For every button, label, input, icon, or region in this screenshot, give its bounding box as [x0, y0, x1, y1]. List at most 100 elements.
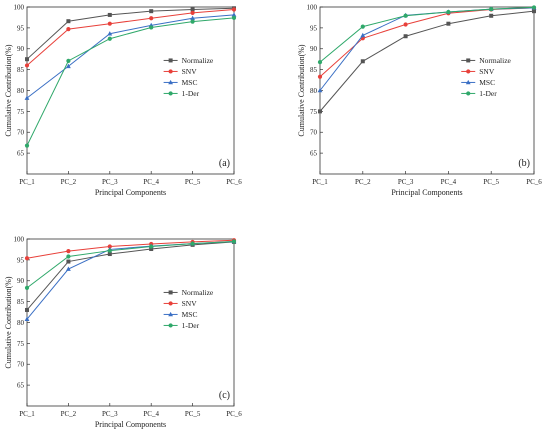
data-point: [489, 13, 494, 18]
x-axis-label: Principal Components: [95, 188, 166, 197]
x-tick-label: PC_1: [312, 178, 328, 186]
data-point: [446, 9, 451, 15]
x-tick-label: PC_6: [226, 410, 242, 418]
x-tick-label: PC_2: [61, 410, 77, 418]
legend-marker: [465, 79, 471, 85]
legend: Normalize SNV MSC 1-Der: [163, 56, 214, 98]
series-line-normalize: [26, 241, 235, 311]
legend-label: MSC: [479, 78, 495, 87]
series-line-1-der: [319, 6, 535, 63]
data-point: [149, 247, 154, 252]
data-point: [24, 256, 30, 261]
series-line-snv: [26, 9, 235, 66]
data-point: [149, 244, 154, 249]
y-axis-label: Cumulative Contribution(%): [4, 44, 13, 137]
data-point: [66, 249, 71, 254]
data-point: [66, 254, 71, 259]
data-point: [190, 19, 195, 24]
legend-marker: [168, 79, 174, 85]
legend-marker: [466, 58, 471, 63]
y-tick-label: 70: [310, 129, 318, 137]
legend-label: SNV: [182, 299, 198, 308]
data-point: [149, 9, 154, 14]
legend-marker: [168, 91, 173, 96]
legend: Normalize SNV MSC 1-Der: [461, 56, 512, 98]
series-line-msc: [26, 14, 235, 99]
y-tick-label: 100: [307, 3, 318, 11]
data-point: [107, 248, 112, 253]
data-point: [24, 316, 30, 321]
x-tick-label: PC_4: [143, 410, 159, 418]
panel-label: (c): [219, 390, 230, 401]
y-tick-label: 85: [17, 298, 25, 306]
series-line-normalize: [319, 10, 535, 112]
y-tick-label: 70: [17, 361, 25, 369]
legend-marker: [168, 311, 174, 317]
x-tick-label: PC_5: [185, 410, 201, 418]
data-point: [66, 58, 71, 63]
legend-label: 1-Der: [479, 89, 497, 98]
x-tick-label: PC_3: [102, 410, 118, 418]
y-tick-label: 95: [17, 256, 25, 264]
chart-panel-b: 65 70 75 80 85 90 95 100 PC_1 PC_2 PC_3 PC_4 PC_5 PC_…: [297, 3, 542, 197]
legend-marker: [466, 91, 471, 96]
data-point: [66, 266, 71, 271]
data-point: [66, 19, 71, 24]
x-tick-label: PC_2: [61, 178, 77, 186]
data-point: [24, 63, 30, 68]
y-tick-label: 65: [310, 150, 318, 158]
plot-frame: [319, 6, 535, 175]
legend-label: Normalize: [182, 288, 214, 297]
data-point: [190, 10, 195, 15]
y-tick-label: 90: [17, 277, 25, 285]
data-point: [107, 12, 112, 17]
data-point: [107, 36, 112, 41]
legend-marker: [168, 69, 173, 74]
legend: Normalize SNV MSC 1-Der: [163, 288, 214, 330]
x-tick-label: PC_6: [226, 178, 242, 186]
x-tick-label: PC_1: [19, 178, 35, 186]
y-tick-label: 95: [17, 24, 25, 32]
y-tick-label: 80: [17, 319, 25, 327]
x-tick-label: PC_2: [355, 178, 371, 186]
data-point: [190, 7, 195, 12]
data-point: [231, 239, 237, 244]
series-line-msc: [319, 7, 535, 91]
data-point: [532, 9, 536, 14]
y-tick-label: 100: [14, 235, 25, 243]
series-line-snv: [26, 239, 235, 259]
y-tick-label: 90: [310, 45, 318, 53]
y-tick-label: 85: [17, 66, 25, 74]
y-tick-label: 100: [14, 3, 25, 11]
y-tick-label: 75: [17, 108, 25, 116]
data-point: [149, 25, 154, 30]
x-tick-label: PC_3: [102, 178, 118, 186]
y-tick-label: 65: [17, 382, 25, 390]
legend-marker: [168, 301, 173, 306]
y-tick-label: 85: [310, 66, 318, 74]
y-tick-label: 70: [17, 129, 25, 137]
chart-panel-a: 65 70 75 80 85 90 95 100 PC_1 PC_2 PC_3 PC_4 PC_5 PC_…: [4, 3, 242, 197]
data-point: [66, 27, 71, 32]
data-point: [403, 13, 408, 18]
data-point: [446, 21, 451, 26]
legend-marker: [168, 290, 173, 295]
data-point: [403, 34, 408, 39]
legend-label: SNV: [182, 67, 198, 76]
data-point: [190, 241, 195, 246]
data-point: [360, 32, 366, 38]
data-point: [317, 74, 323, 79]
data-point: [360, 59, 365, 64]
y-axis-label: Cumulative Contribution(%): [297, 44, 306, 137]
data-point: [24, 95, 30, 100]
data-point: [24, 285, 30, 290]
data-point: [231, 7, 237, 12]
data-point: [360, 24, 365, 29]
x-tick-label: PC_3: [398, 178, 414, 186]
x-axis-label: Principal Components: [391, 188, 462, 197]
data-point: [149, 16, 154, 21]
data-point: [231, 12, 237, 17]
data-point: [317, 60, 323, 65]
data-point: [107, 244, 112, 249]
